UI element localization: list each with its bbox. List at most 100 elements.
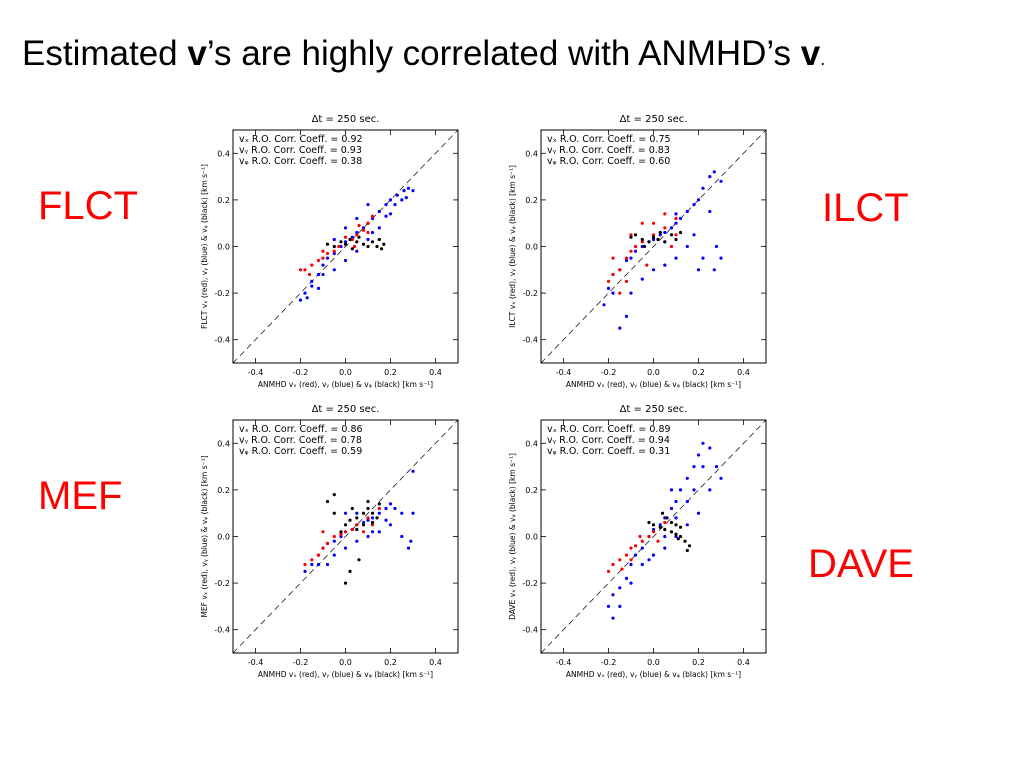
data-point — [409, 539, 413, 543]
x-tick-label: -0.2 — [293, 368, 309, 377]
data-point — [343, 581, 348, 585]
data-point — [611, 291, 615, 295]
data-point — [640, 237, 644, 242]
data-point — [384, 506, 388, 511]
data-point — [377, 511, 381, 515]
data-point — [355, 511, 359, 515]
corr-coeff-annotation: vₓ R.O. Corr. Coeff. = 0.89 — [547, 424, 671, 435]
x-tick-label: 0.4 — [429, 658, 442, 667]
data-point — [321, 263, 325, 267]
data-point — [663, 212, 667, 216]
data-point — [665, 516, 669, 520]
data-point — [366, 516, 370, 520]
data-point — [355, 233, 359, 237]
data-point — [411, 511, 415, 515]
data-point — [384, 518, 388, 522]
data-point — [316, 562, 321, 567]
data-point — [674, 216, 678, 221]
identity-line — [232, 129, 459, 364]
data-point — [640, 546, 644, 550]
x-tick-label: -0.2 — [601, 368, 617, 377]
data-point — [402, 189, 406, 193]
data-point — [361, 530, 366, 534]
data-point — [678, 534, 683, 539]
data-point — [357, 223, 361, 228]
data-point — [316, 258, 321, 263]
data-point — [674, 212, 678, 216]
x-tick-label: -0.4 — [556, 658, 572, 667]
data-point — [633, 249, 638, 253]
corr-coeff-annotation: vᵩ R.O. Corr. Coeff. = 0.59 — [239, 446, 362, 457]
data-point — [651, 527, 656, 532]
data-point — [611, 593, 615, 597]
data-point — [708, 488, 712, 492]
scatter-plot-mef: Δt = 250 sec. -0.4 -0.2 0.0 0.2 0.4 -0.4 -0.2 0.… — [188, 398, 478, 688]
data-point — [606, 604, 611, 608]
x-tick-label: 0.2 — [384, 368, 397, 377]
data-point — [357, 235, 361, 239]
data-point — [685, 548, 689, 553]
x-tick-label: -0.4 — [248, 368, 264, 377]
data-point — [332, 237, 336, 242]
data-point — [355, 523, 359, 527]
data-point — [343, 226, 348, 230]
data-point — [382, 242, 386, 246]
data-point — [656, 539, 660, 543]
data-point — [663, 230, 667, 235]
data-point — [678, 488, 683, 492]
corr-coeff-annotation: vₓ R.O. Corr. Coeff. = 0.75 — [547, 134, 671, 145]
x-tick-label: 0.0 — [647, 368, 660, 377]
data-point — [366, 230, 370, 235]
data-point — [696, 453, 701, 457]
scatter-plot-dave: Δt = 250 sec. -0.4 -0.2 0.0 0.2 0.4 -0.4 -0.2 0.… — [496, 398, 786, 688]
data-point — [339, 532, 343, 536]
data-point — [348, 569, 352, 573]
x-tick-label: -0.2 — [601, 658, 617, 667]
y-axis-label: MEF vₓ (red), vᵧ (blue) & vᵩ (black) [km… — [200, 455, 209, 617]
data-point — [624, 256, 629, 260]
data-point — [298, 268, 303, 272]
data-point — [696, 511, 701, 515]
data-point — [651, 233, 656, 237]
corr-coeff-annotation: vₓ R.O. Corr. Coeff. = 0.86 — [239, 424, 363, 435]
data-point — [370, 530, 375, 534]
data-point — [388, 502, 393, 506]
data-point — [370, 214, 375, 218]
data-point — [719, 179, 723, 183]
data-point — [400, 511, 404, 515]
data-point — [624, 576, 629, 580]
data-point — [332, 251, 336, 256]
data-point — [687, 544, 692, 548]
x-axis-label: ANMHD vₓ (red), vᵧ (blue) & vᵩ (black) [… — [566, 380, 741, 389]
data-point — [377, 502, 381, 506]
plot-svg-dave: Δt = 250 sec. -0.4 -0.2 0.0 0.2 0.4 -0.4 -0.2 0.… — [508, 404, 767, 679]
data-point — [348, 237, 352, 242]
method-label-dave: DAVE — [808, 542, 914, 586]
data-point — [366, 506, 370, 511]
data-point — [640, 240, 644, 244]
data-point — [343, 546, 348, 550]
data-point — [674, 499, 678, 504]
data-point — [361, 523, 366, 527]
data-point — [658, 230, 662, 235]
data-point — [355, 216, 359, 221]
corr-coeff-annotation: vᵩ R.O. Corr. Coeff. = 0.38 — [239, 156, 362, 167]
data-point — [339, 534, 343, 539]
data-point — [325, 541, 330, 546]
data-point — [321, 249, 325, 253]
data-point — [406, 546, 411, 550]
data-point — [361, 520, 366, 525]
data-point — [712, 170, 716, 174]
data-point — [685, 209, 689, 214]
data-point — [303, 569, 307, 573]
data-point — [316, 553, 321, 557]
data-point — [370, 520, 375, 525]
x-tick-label: 0.2 — [692, 368, 705, 377]
data-point — [332, 511, 336, 515]
data-point — [629, 256, 633, 260]
corr-coeff-annotation: vₓ R.O. Corr. Coeff. = 0.92 — [239, 134, 363, 145]
data-point — [366, 244, 370, 249]
data-point — [370, 230, 375, 235]
data-point — [384, 214, 388, 218]
data-point — [332, 244, 336, 249]
